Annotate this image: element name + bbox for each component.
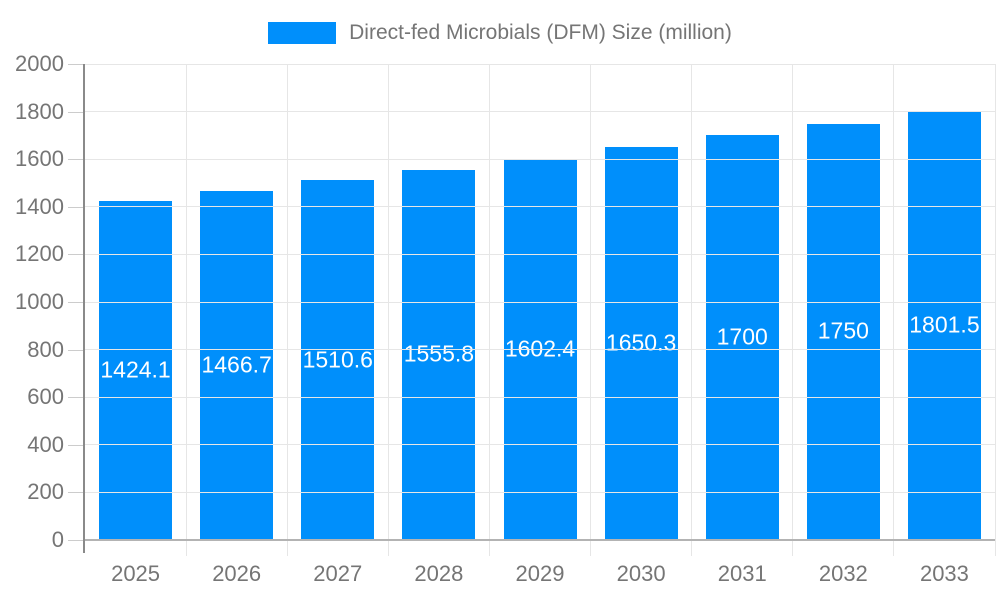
y-tick-label: 1800 [15, 98, 64, 124]
bar-value-label: 1510.6 [302, 346, 373, 373]
y-tick-label: 600 [27, 384, 64, 410]
y-gridline [85, 63, 995, 65]
y-tick [68, 349, 85, 351]
y-tick-label: 0 [51, 527, 64, 552]
bar[interactable]: 1700 [705, 135, 779, 539]
bar-value-label: 1801.5 [909, 311, 980, 338]
y-tick [68, 206, 85, 208]
y-gridline [85, 206, 995, 208]
y-tick-label: 1600 [15, 146, 64, 172]
x-gridline [185, 64, 187, 556]
y-tick-label: 200 [27, 479, 64, 505]
y-axis-line [83, 64, 85, 553]
bar[interactable]: 1510.6 [301, 180, 375, 539]
bar-value-label: 1424.1 [100, 356, 171, 383]
bar-value-label: 1555.8 [403, 340, 475, 367]
x-tick-label: 2028 [414, 561, 464, 586]
y-tick [68, 111, 85, 113]
bar[interactable]: 1555.8 [402, 169, 476, 539]
y-tick [68, 444, 85, 446]
x-gridline [691, 64, 693, 556]
x-gridline [893, 64, 895, 556]
legend-swatch [268, 22, 337, 44]
x-gridline [286, 64, 288, 556]
x-tick-label: 2029 [515, 561, 565, 586]
bar[interactable]: 1602.4 [503, 158, 577, 539]
x-axis-baseline [85, 539, 995, 541]
legend-label: Direct-fed Microbials (DFM) Size (millio… [349, 21, 732, 44]
x-gridline [792, 64, 794, 556]
y-tick [68, 397, 85, 399]
y-tick-label: 800 [27, 336, 64, 362]
y-gridline [85, 349, 995, 351]
y-tick-label: 1400 [15, 193, 64, 219]
bar[interactable]: 1466.7 [200, 190, 274, 539]
plot-area: 1424.1 1466.7 1510.6 1555.8 1602.4 1650.3 1700… [85, 64, 995, 540]
x-tick-label: 2025 [111, 561, 161, 586]
x-tick-label: 2030 [616, 561, 666, 586]
y-tick [68, 492, 85, 494]
y-gridline [85, 111, 995, 113]
bar-value-label: 1700 [716, 323, 768, 350]
x-gridline [387, 64, 389, 556]
bar[interactable]: 1750 [806, 123, 880, 539]
y-tick [68, 540, 85, 541]
y-gridline [85, 444, 995, 446]
x-gridline [590, 64, 592, 556]
y-tick [68, 302, 85, 303]
x-gridline [488, 64, 490, 556]
bar[interactable]: 1650.3 [604, 147, 678, 539]
y-tick-label: 1000 [15, 289, 64, 314]
y-tick-label: 400 [27, 431, 64, 457]
x-tick-label: 2027 [313, 561, 363, 586]
bar[interactable]: 1424.1 [99, 201, 173, 539]
y-tick-label: 1200 [15, 241, 64, 267]
y-tick [68, 254, 85, 256]
y-gridline [85, 301, 995, 303]
bar-value-label: 1650.3 [605, 329, 677, 356]
y-gridline [85, 396, 995, 398]
x-gridline [994, 64, 996, 556]
x-tick-label: 2033 [919, 561, 969, 586]
bar-value-label: 1602.4 [504, 335, 576, 362]
y-gridline [85, 253, 995, 255]
legend[interactable]: Direct-fed Microbials (DFM) Size (millio… [0, 20, 1000, 46]
y-tick [68, 64, 85, 65]
bar-value-label: 1466.7 [201, 351, 272, 378]
bar-value-label: 1750 [817, 317, 869, 344]
x-tick-label: 2032 [818, 561, 868, 586]
bar[interactable]: 1801.5 [907, 111, 981, 539]
x-tick-label: 2031 [717, 561, 767, 586]
y-gridline [85, 491, 995, 493]
y-tick [68, 159, 85, 161]
y-tick-label: 2000 [15, 51, 64, 76]
x-tick-label: 2026 [212, 561, 262, 586]
y-gridline [85, 158, 995, 160]
